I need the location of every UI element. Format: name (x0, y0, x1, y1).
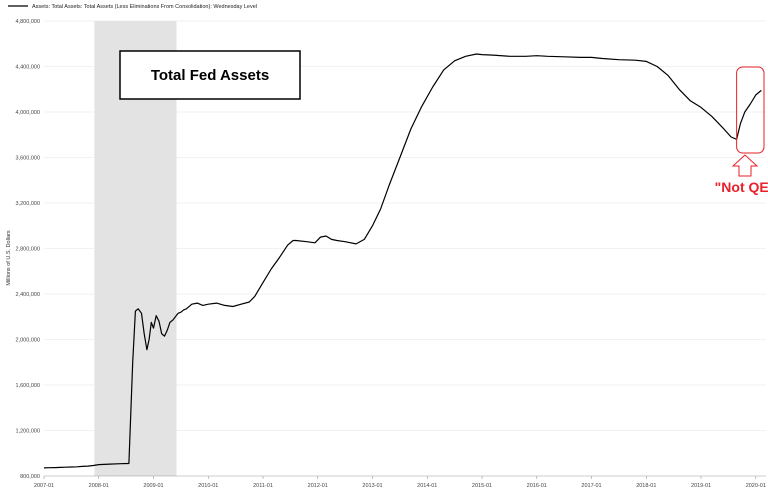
x-tick-label: 2013-01 (362, 483, 382, 489)
x-tick-label: 2014-01 (417, 483, 437, 489)
title-box (119, 50, 301, 100)
x-tick-label: 2008-01 (89, 483, 109, 489)
y-tick-label: 2,800,000 (16, 247, 40, 253)
x-tick-label: 2010-01 (198, 483, 218, 489)
y-tick-label: 2,400,000 (16, 292, 40, 298)
x-tick-label: 2017-01 (581, 483, 601, 489)
y-tick-label: 4,000,000 (16, 110, 40, 116)
y-tick-label: 1,200,000 (16, 429, 40, 435)
up-arrow-icon (731, 154, 759, 177)
x-axis-ticks: 2007-01 2008-01 2009-01 2010-01 2011-01 2012-… (34, 476, 766, 489)
legend-label: Assets: Total Assets: Total Assets (Less… (32, 4, 257, 10)
x-tick-label: 2018-01 (636, 483, 656, 489)
y-tick-label: 1,600,000 (16, 383, 40, 389)
series-line-total-assets (43, 53, 762, 469)
x-tick-label: 2016-01 (527, 483, 547, 489)
y-tick-label: 3,600,000 (16, 156, 40, 162)
y-tick-label: 4,400,000 (16, 65, 40, 71)
x-tick-label: 2012-01 (308, 483, 328, 489)
y-tick-label: 800,000 (20, 474, 40, 480)
x-tick-label: 2007-01 (34, 483, 54, 489)
annotation-text: "Not QE" (715, 179, 768, 195)
y-tick-label: 4,800,000 (16, 19, 40, 25)
y-tick-label: 2,000,000 (16, 338, 40, 344)
x-tick-label: 2011-01 (253, 483, 273, 489)
x-tick-label: 2015-01 (472, 483, 492, 489)
y-axis-ticks: 800,000 1,200,000 1,600,000 2,000,000 2,400,… (16, 19, 40, 480)
y-tick-label: 3,200,000 (16, 201, 40, 207)
title-box-text: Total Fed Assets (151, 67, 269, 84)
x-tick-label: 2020-01 (746, 483, 766, 489)
y-axis-label: Millions of U.S. Dollars (6, 230, 12, 286)
x-tick-label: 2019-01 (691, 483, 711, 489)
highlight-box (736, 66, 765, 154)
x-tick-label: 2009-01 (143, 483, 163, 489)
